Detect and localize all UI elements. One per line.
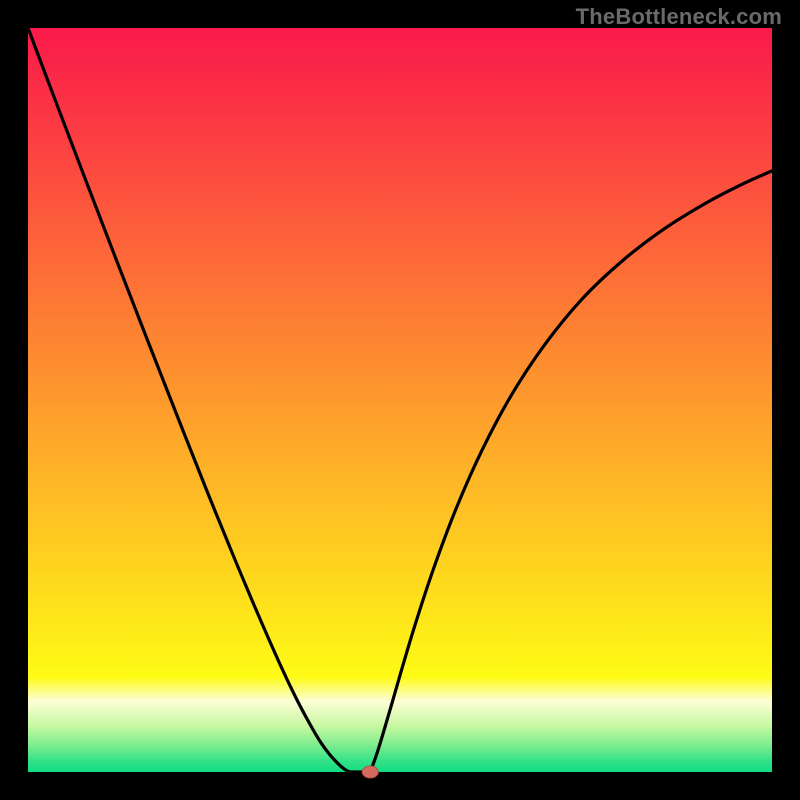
optimal-point-marker [362,766,378,778]
chart-container: TheBottleneck.com [0,0,800,800]
chart-plot-area [28,28,772,772]
watermark-text: TheBottleneck.com [576,4,782,30]
bottleneck-chart [0,0,800,800]
